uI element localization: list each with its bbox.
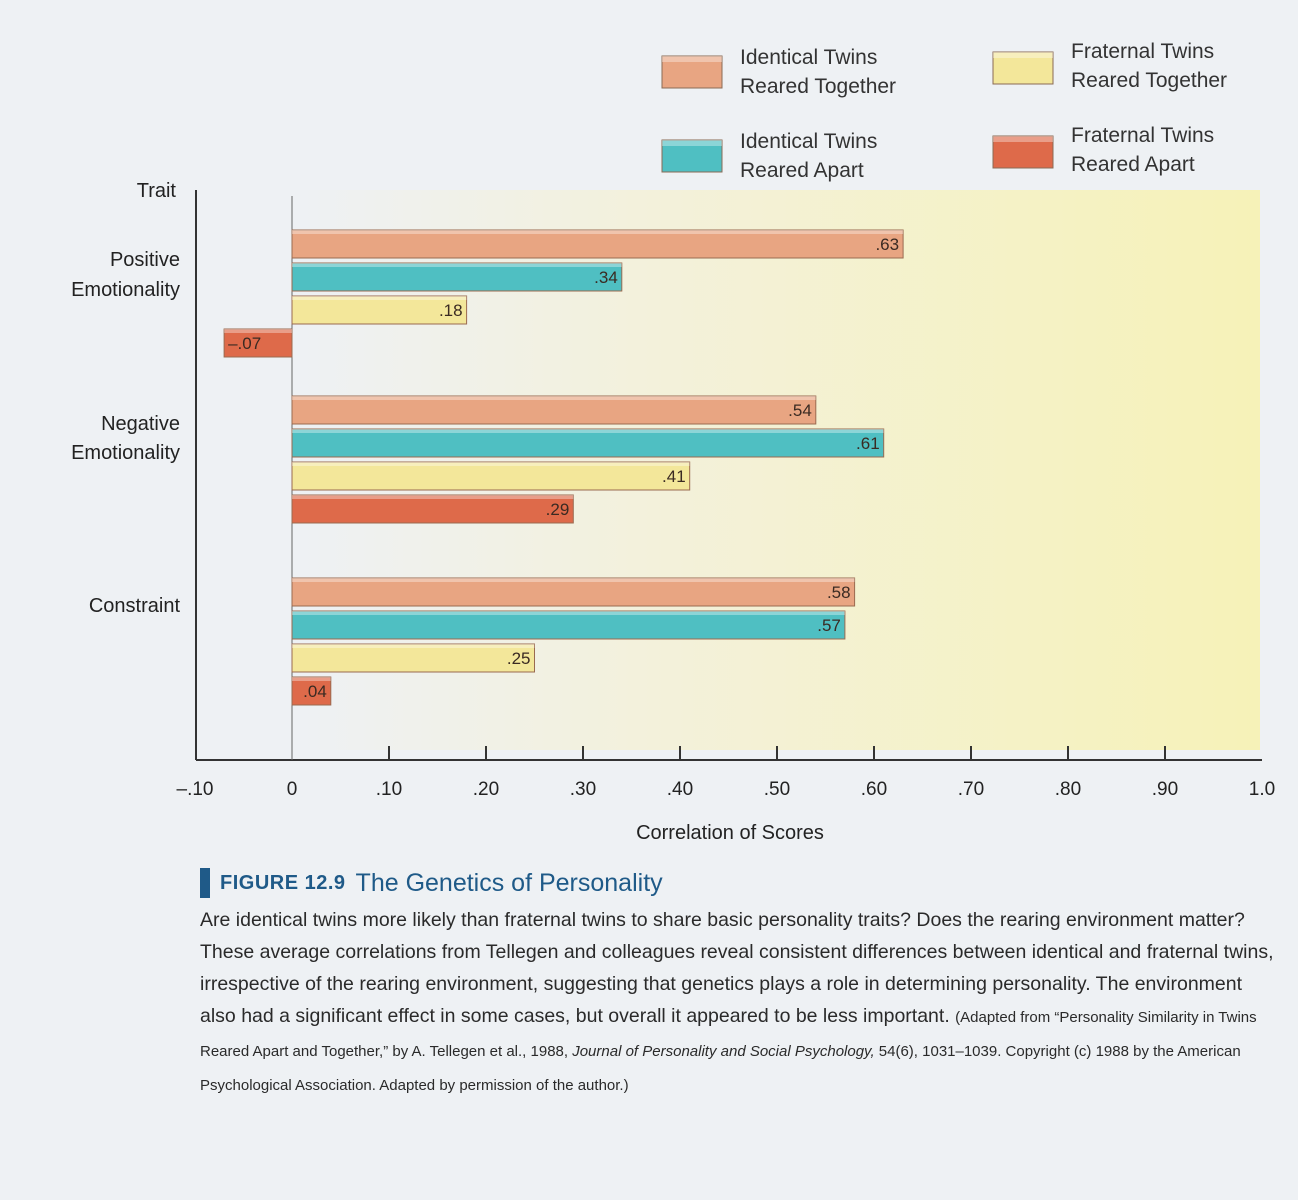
bar-highlight (292, 495, 574, 499)
bar-value-label: .41 (662, 467, 686, 486)
legend-swatch-highlight (662, 56, 722, 62)
y-axis-title: Trait (137, 180, 177, 202)
caption-accent-bar (200, 868, 210, 898)
x-tick-label: 1.0 (1249, 779, 1275, 800)
legend-swatch (992, 51, 1054, 85)
bar-value-label: .57 (817, 616, 841, 635)
bar-value-label: .04 (303, 682, 327, 701)
bar (291, 395, 817, 425)
bar-highlight (292, 462, 690, 466)
legend-swatch (992, 135, 1054, 169)
category-label: Positive (110, 249, 180, 271)
bars: .63 .54 .58 .34 .61 .57 .18 .41 .25 –.07 .29 .04 (223, 229, 904, 706)
x-tick-label: .80 (1055, 779, 1081, 800)
bar-highlight (292, 230, 904, 234)
bar-value-label: .63 (875, 235, 899, 254)
legend-label: Fraternal Twins (1071, 40, 1214, 63)
bar (223, 328, 293, 358)
bar (291, 461, 691, 491)
bar-highlight (292, 611, 845, 615)
bar (291, 229, 904, 259)
bar-value-label: .29 (546, 500, 570, 519)
caption-source: (Adapted from “Personality Similarity in… (200, 1009, 1257, 1094)
caption-text: Are identical twins more likely than fra… (200, 909, 1274, 1027)
bar (291, 610, 846, 640)
x-tick-label: .40 (667, 779, 693, 800)
bar-highlight (292, 396, 816, 400)
source-start: (Adapted from “Personality Similarity in… (200, 1009, 1257, 1060)
legend-label: Reared Together (740, 75, 896, 98)
x-tick-label: .70 (958, 779, 984, 800)
bar (291, 295, 468, 325)
bar-value-label: –.07 (228, 334, 261, 353)
x-tick-label: .60 (861, 779, 887, 800)
legend-label: Reared Apart (740, 159, 864, 182)
figure-title: The Genetics of Personality (355, 868, 663, 897)
bar (291, 577, 856, 607)
source-end: 54(6), 1031–1039. Copyright (c) 1988 by … (200, 1043, 1241, 1094)
bar (291, 676, 332, 706)
bar-highlight (292, 677, 331, 681)
source-journal: Journal of Personality and Social Psycho… (572, 1043, 875, 1060)
bar-chart: Identical Twins Reared Together Identical … (71, 40, 1275, 844)
bar-highlight (292, 429, 884, 433)
bar-highlight (292, 578, 855, 582)
category-label: Emotionality (71, 279, 180, 301)
x-tick-label: .50 (764, 779, 790, 800)
category-label: Negative (101, 413, 180, 435)
figure-caption: FIGURE 12.9 The Genetics of Personality … (200, 868, 1280, 1102)
category-label: Constraint (89, 595, 181, 617)
legend: Identical Twins Reared Together Identical … (661, 40, 1227, 182)
caption-body: Are identical twins more likely than fra… (200, 904, 1280, 1102)
bar-value-label: .61 (856, 434, 880, 453)
bar (291, 262, 623, 292)
bar-highlight (292, 263, 622, 267)
figure-label: FIGURE 12.9 (220, 871, 346, 894)
legend-label: Reared Apart (1071, 153, 1195, 176)
x-axis-label: Correlation of Scores (636, 822, 824, 844)
legend-swatch-highlight (993, 136, 1053, 142)
x-tick-label: .30 (570, 779, 596, 800)
bar-value-label: .58 (827, 583, 851, 602)
legend-label: Identical Twins (740, 130, 877, 153)
x-tick-label: .20 (473, 779, 499, 800)
bar (291, 643, 535, 673)
bar-value-label: .25 (507, 649, 531, 668)
bar (291, 494, 574, 524)
x-tick-label: 0 (287, 779, 298, 800)
bar-highlight (224, 329, 292, 333)
x-tick-label: –.10 (177, 779, 214, 800)
bar-value-label: .54 (788, 401, 812, 420)
bar-value-label: .18 (439, 301, 463, 320)
legend-swatch-highlight (662, 140, 722, 146)
legend-label: Fraternal Twins (1071, 124, 1214, 147)
bar (291, 428, 885, 458)
x-tick-label: .10 (376, 779, 402, 800)
bar-highlight (292, 296, 467, 300)
caption-heading: FIGURE 12.9 The Genetics of Personality (200, 868, 1280, 898)
legend-label: Reared Together (1071, 69, 1227, 92)
x-tick-label: .90 (1152, 779, 1178, 800)
bar-highlight (292, 644, 535, 648)
legend-swatch (661, 55, 723, 89)
legend-swatch-highlight (993, 52, 1053, 58)
legend-label: Identical Twins (740, 46, 877, 69)
legend-swatch (661, 139, 723, 173)
bar-value-label: .34 (594, 268, 618, 287)
category-label: Emotionality (71, 442, 180, 464)
